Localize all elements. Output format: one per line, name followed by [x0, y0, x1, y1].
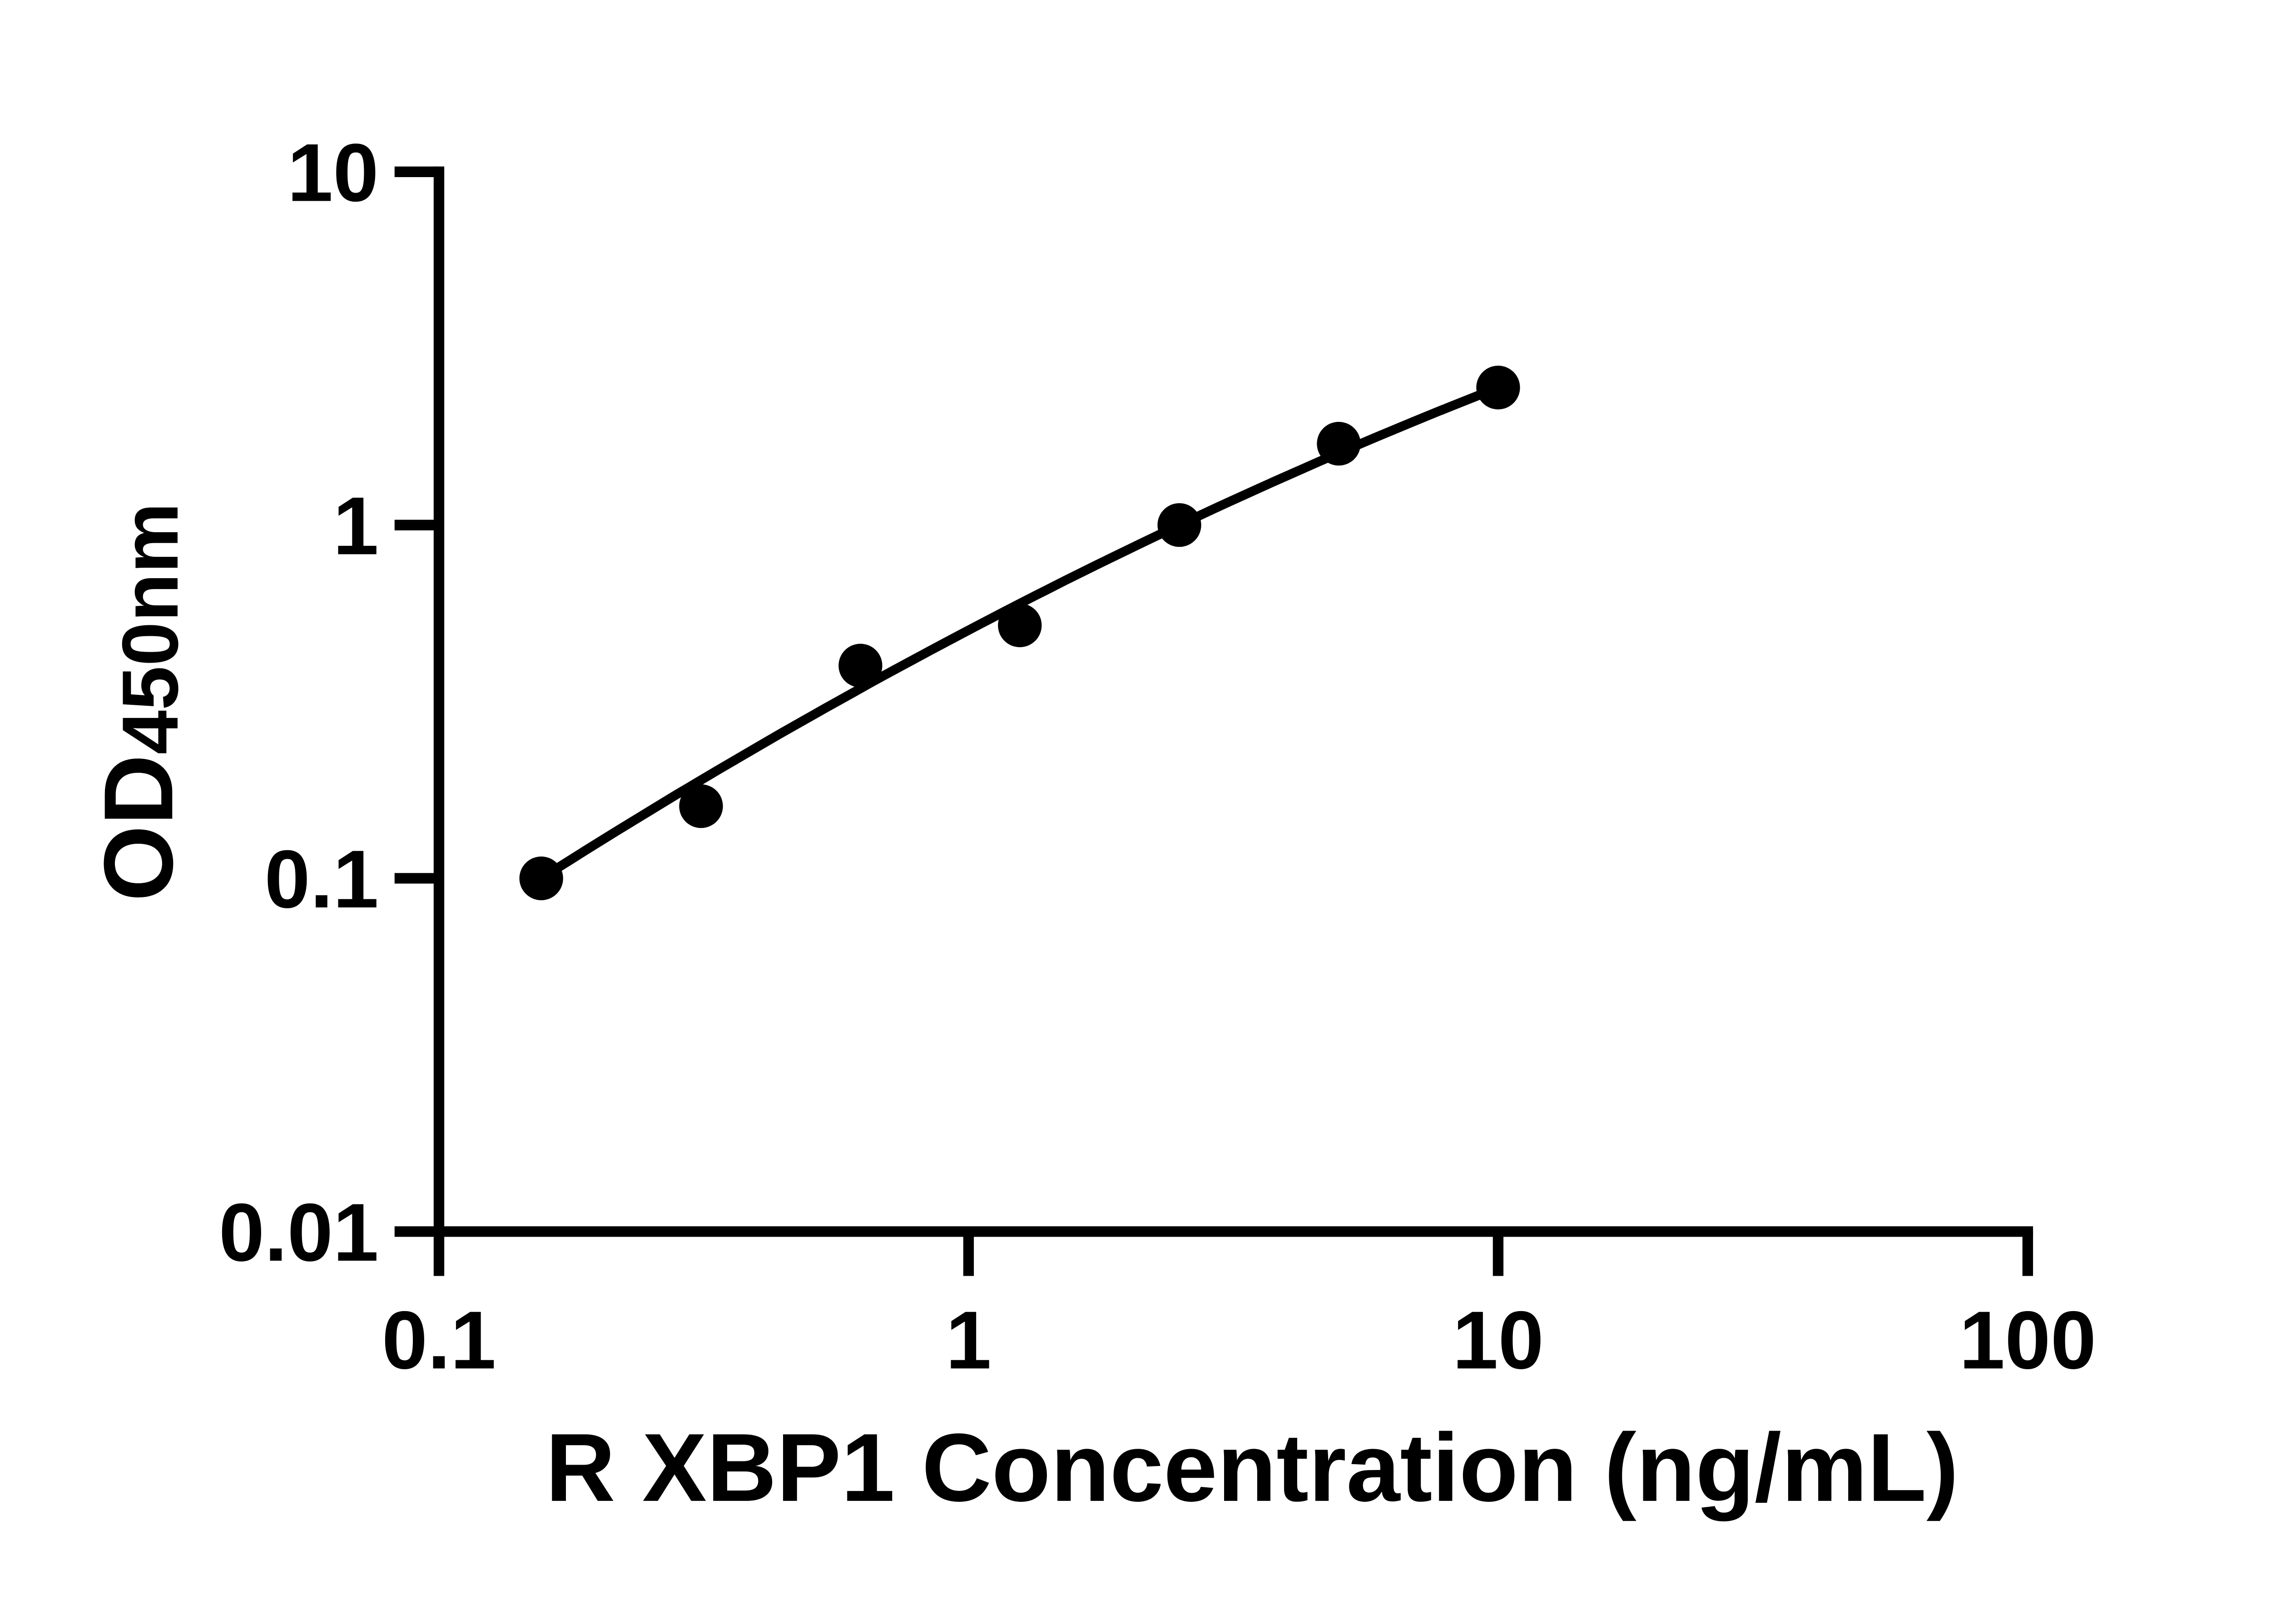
y-axis-tick-label: 10	[288, 127, 379, 218]
x-axis-tick-label: 100	[1959, 1294, 2097, 1386]
y-axis-tick-label: 0.1	[264, 833, 378, 925]
x-axis-tick-label: 0.1	[382, 1294, 496, 1386]
data-point	[1317, 421, 1361, 466]
y-axis-title-subscript: 450nm	[106, 503, 195, 755]
data-point	[1157, 503, 1201, 547]
data-point	[1476, 366, 1520, 410]
data-point	[998, 603, 1042, 648]
x-axis-tick-label: 10	[1453, 1294, 1544, 1386]
y-axis-tick-label: 1	[333, 480, 379, 572]
y-axis-title: OD450nm	[84, 503, 195, 901]
y-axis-title-main: OD	[84, 754, 193, 901]
data-point	[838, 644, 883, 688]
x-axis-tick-label: 1	[946, 1294, 992, 1386]
y-axis-tick-label: 0.01	[219, 1187, 379, 1278]
data-point	[519, 857, 563, 901]
data-point	[679, 784, 723, 828]
x-axis-title: R XBP1 Concentration (ng/mL)	[545, 1414, 1959, 1522]
